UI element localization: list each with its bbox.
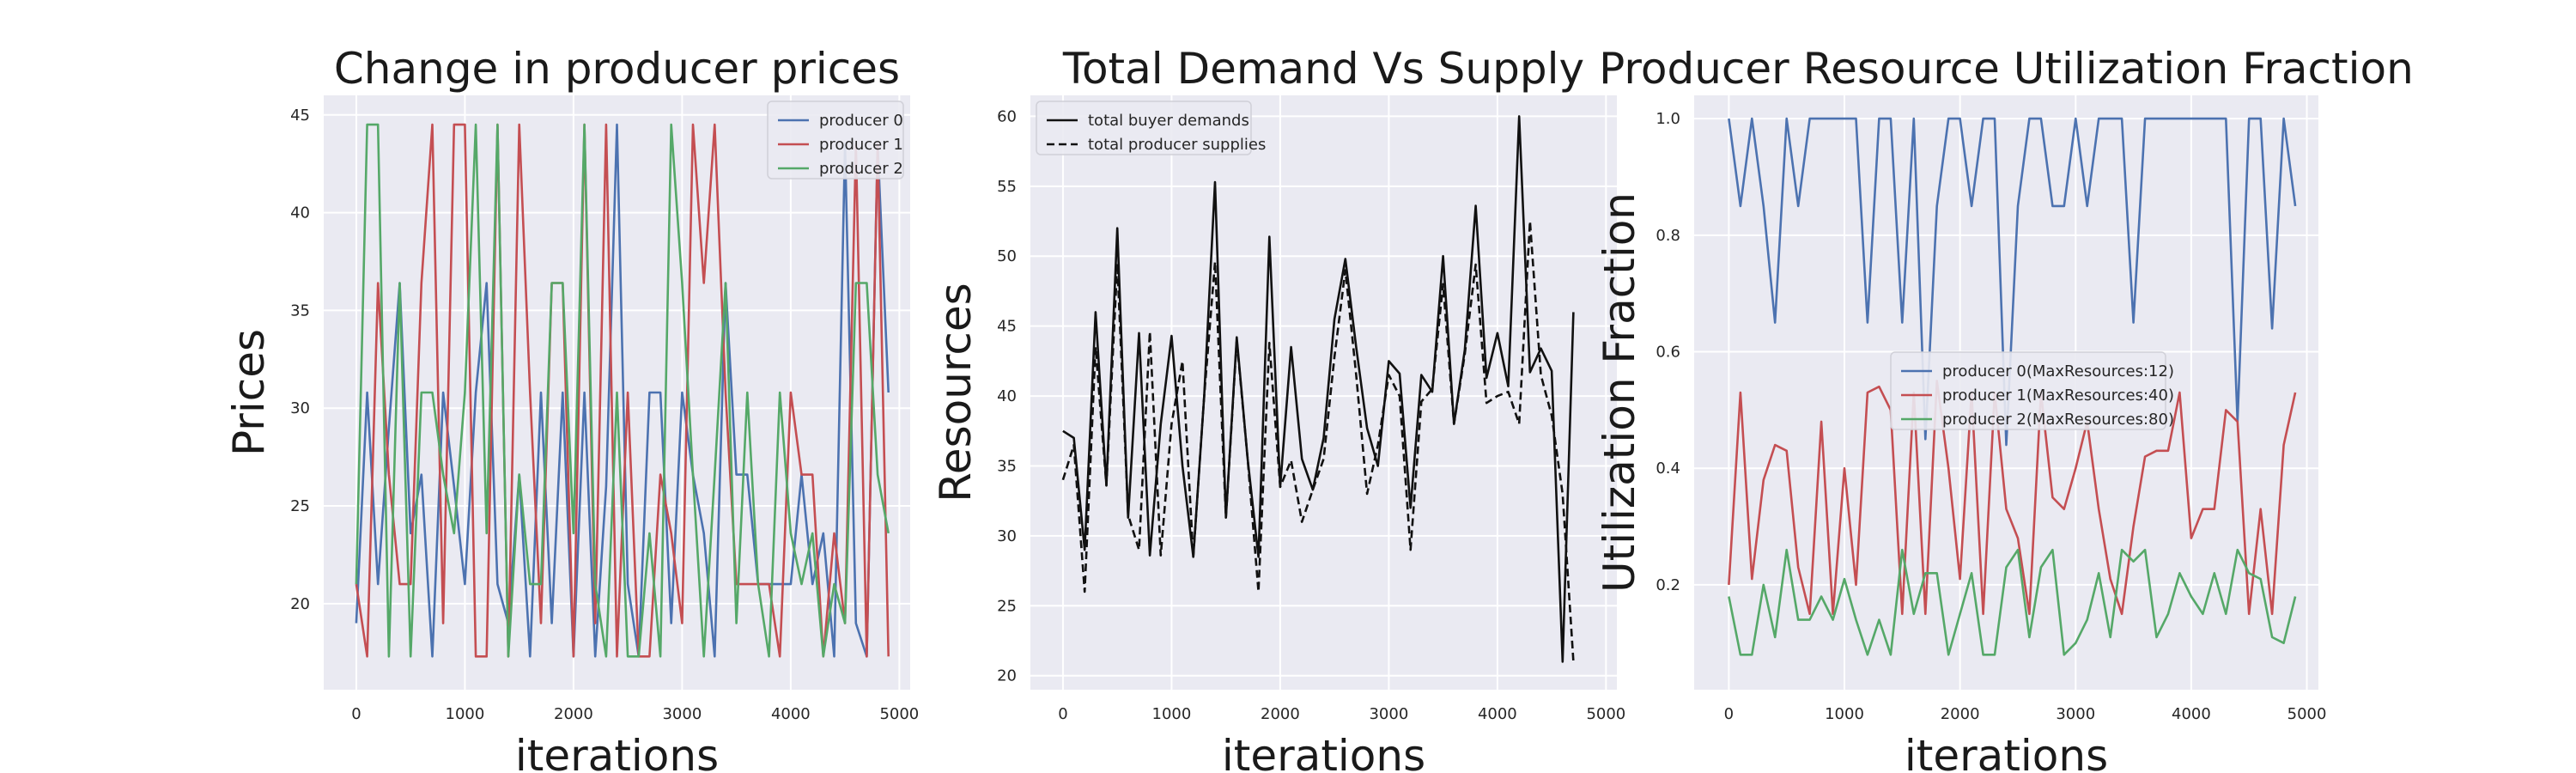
legend-entry: total buyer demands <box>1088 112 1249 130</box>
x-axis-label: iterations <box>1905 731 2108 773</box>
legend-entry: producer 1(MaxResources:40) <box>1942 386 2174 405</box>
x-axis-label: iterations <box>1222 731 1425 773</box>
x-tick-label: 2000 <box>1261 705 1300 723</box>
chart-producer-prices: 0 1000 2000 3000 4000 5000 20 25 30 35 40 45 Change … <box>224 44 919 773</box>
chart-title: Total Demand Vs Supply <box>1062 44 1584 94</box>
x-tick-label: 0 <box>1058 705 1067 723</box>
y-tick-label: 40 <box>290 204 310 222</box>
y-tick-label: 0.2 <box>1656 576 1680 594</box>
x-tick-label: 5000 <box>879 705 919 723</box>
x-tick-label: 2000 <box>554 705 593 723</box>
x-tick-label: 1000 <box>446 705 485 723</box>
legend-entry: total producer supplies <box>1088 136 1266 154</box>
legend: producer 0(MaxResources:12) producer 1(Ma… <box>1890 351 2174 430</box>
y-tick-label: 35 <box>997 457 1017 475</box>
legend-box <box>1890 351 2166 430</box>
y-tick-label: 35 <box>290 301 310 320</box>
x-tick-label: 0 <box>1724 705 1734 723</box>
x-tick-label: 1000 <box>1152 705 1192 723</box>
x-tick-label: 1000 <box>1825 705 1864 723</box>
y-tick-label: 0.8 <box>1656 227 1680 245</box>
chart-utilization-fraction: 0 1000 2000 3000 4000 5000 0.2 0.4 0.6 0.8 1.0 Prod… <box>1595 44 2414 773</box>
series-line-2 <box>355 123 890 658</box>
legend-entry: producer 1 <box>819 136 903 154</box>
legend-entry: producer 2 <box>819 160 903 178</box>
x-tick-label: 5000 <box>1586 705 1625 723</box>
y-tick-label: 40 <box>997 387 1017 405</box>
x-tick-label: 4000 <box>1478 705 1517 723</box>
y-tick-label: 25 <box>290 497 310 515</box>
y-tick-label: 60 <box>997 107 1017 125</box>
series-line-0 <box>1728 117 2297 447</box>
legend-entry: producer 2(MaxResources:80) <box>1942 411 2174 429</box>
x-axis-label: iterations <box>515 731 719 773</box>
series-line-0 <box>1062 115 1575 663</box>
y-tick-label: 50 <box>997 247 1017 265</box>
y-tick-label: 1.0 <box>1656 110 1680 128</box>
series-line-0 <box>355 123 890 658</box>
y-tick-label: 55 <box>997 178 1017 196</box>
legend: total buyer demands total producer suppli… <box>1036 100 1266 155</box>
x-tick-label: 2000 <box>1941 705 1980 723</box>
x-tick-label: 3000 <box>2056 705 2095 723</box>
y-tick-label: 45 <box>997 318 1017 336</box>
x-tick-label: 0 <box>351 705 361 723</box>
x-tick-label: 3000 <box>662 705 702 723</box>
chart-title: Producer Resource Utilization Fraction <box>1599 44 2414 94</box>
series-line-1 <box>1061 220 1575 662</box>
y-tick-label: 20 <box>290 595 310 613</box>
x-tick-label: 5000 <box>2287 705 2327 723</box>
legend-entry: producer 0(MaxResources:12) <box>1942 362 2174 380</box>
y-tick-label: 30 <box>997 527 1017 545</box>
y-tick-label: 30 <box>290 399 310 417</box>
chart-demand-vs-supply: 0 1000 2000 3000 4000 5000 20 25 30 35 40 45 50 55 60 T… <box>931 44 1625 773</box>
y-tick-label: 0.6 <box>1656 344 1680 362</box>
y-axis-label: Prices <box>224 329 274 456</box>
series-line-1 <box>1728 380 2297 616</box>
x-tick-label: 3000 <box>1369 705 1408 723</box>
x-tick-label: 4000 <box>771 705 811 723</box>
legend: producer 0 producer 1 producer 2 <box>767 100 904 180</box>
y-tick-label: 25 <box>997 597 1017 615</box>
y-tick-label: 20 <box>997 667 1017 685</box>
y-axis-label: Utilization Fraction <box>1595 192 1644 593</box>
series-line-2 <box>1728 548 2297 656</box>
legend-box <box>1036 100 1252 155</box>
chart-title: Change in producer prices <box>334 44 900 94</box>
x-tick-label: 4000 <box>2172 705 2211 723</box>
y-tick-label: 0.4 <box>1656 460 1680 478</box>
legend-entry: producer 0 <box>819 112 903 130</box>
y-tick-label: 45 <box>290 107 310 125</box>
plot-area <box>1030 95 1617 690</box>
y-axis-label: Resources <box>931 283 981 502</box>
